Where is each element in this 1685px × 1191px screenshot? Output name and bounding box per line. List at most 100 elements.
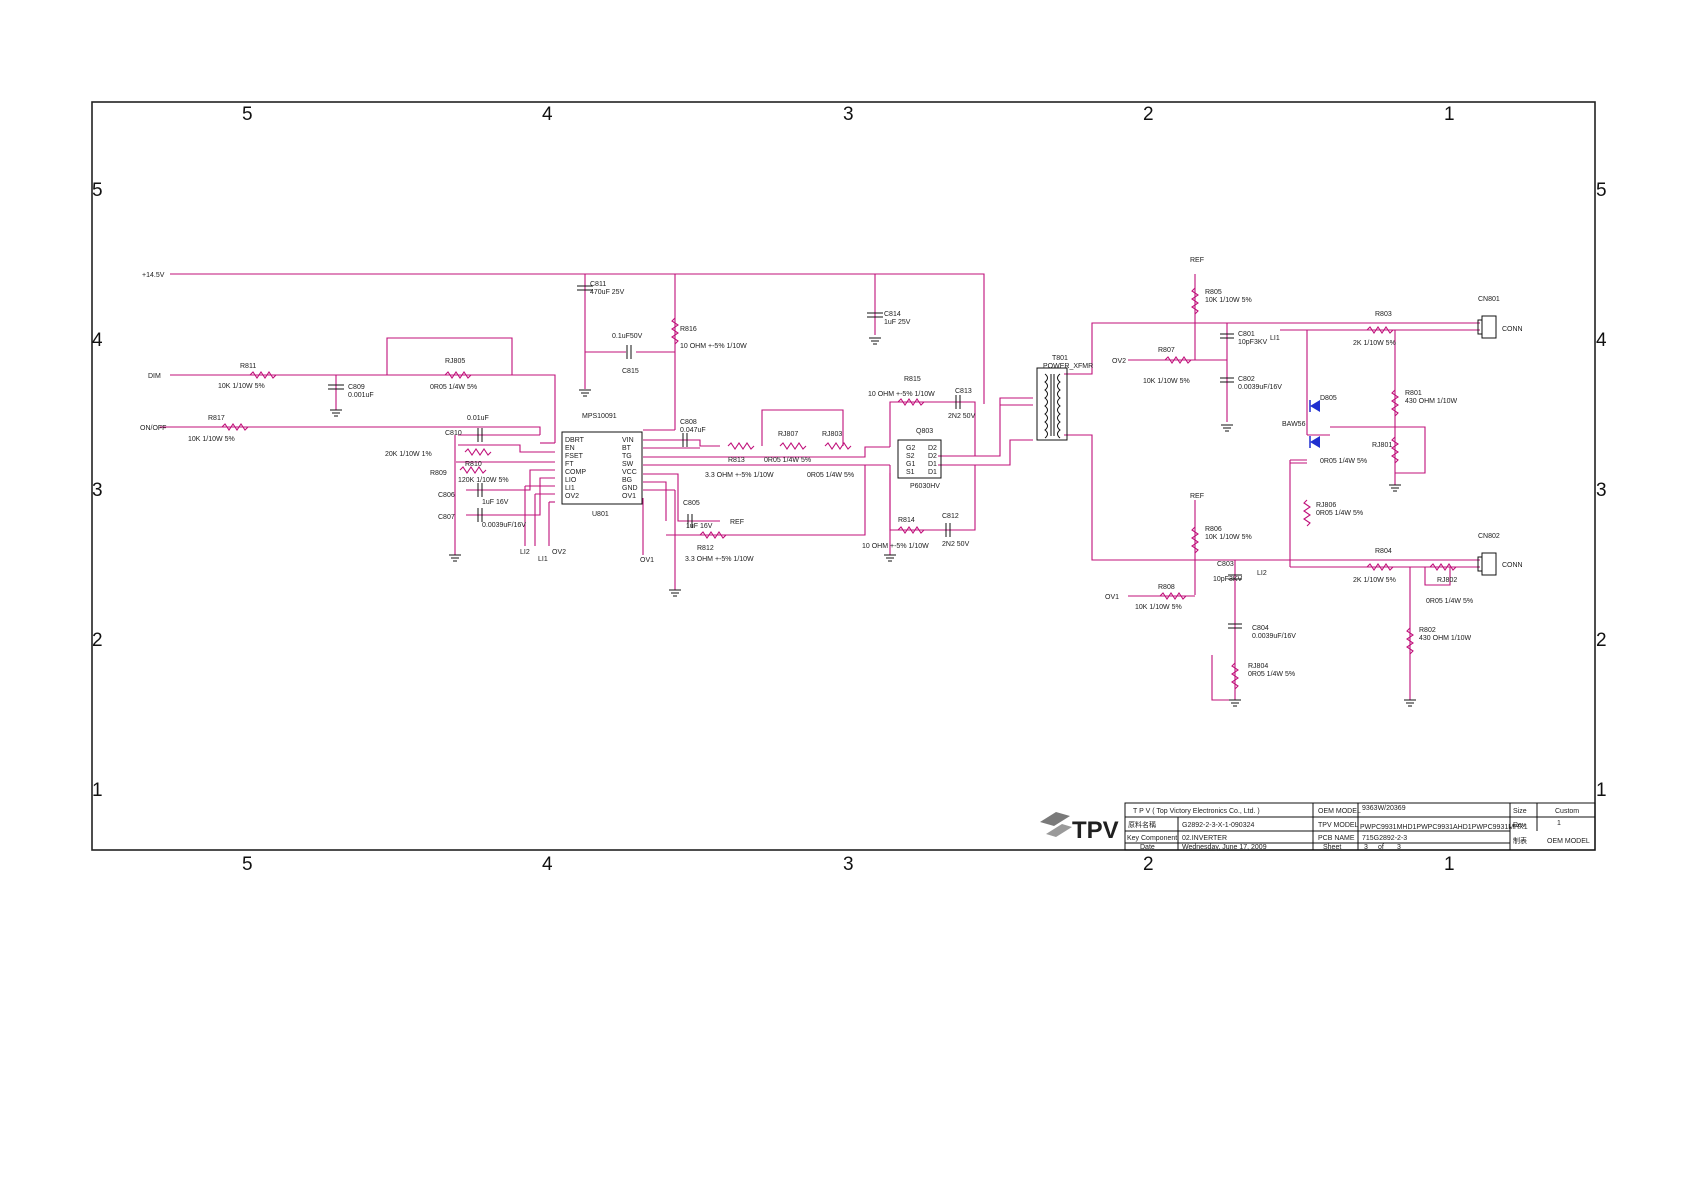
net-label-ov2-pin: OV2 xyxy=(552,549,566,556)
ref-c814: C814 xyxy=(884,311,901,318)
ref-c815: C815 xyxy=(622,368,639,375)
tb-rev-value: 1 xyxy=(1557,820,1561,827)
zone-col-top-3: 3 xyxy=(843,104,854,125)
tb-project-name-label: 原料名稱 xyxy=(1128,820,1156,829)
value-c809: 0.001uF xyxy=(348,392,374,399)
zone-row-right-4: 4 xyxy=(1596,330,1607,351)
ref-c809: C809 xyxy=(348,384,365,391)
value-c815: 0.1uF50V xyxy=(612,333,643,340)
connector-cn802 xyxy=(1477,552,1497,576)
value-rj805: 0R05 1/4W 5% xyxy=(430,384,477,391)
ground-symbol xyxy=(869,337,881,345)
u801-pin-bt: BT xyxy=(622,445,632,452)
resistor-rj804 xyxy=(1231,662,1239,690)
connector-cn801 xyxy=(1477,315,1497,339)
ref-rj803: RJ803 xyxy=(822,431,842,438)
tb-pcb-name-label: PCB NAME xyxy=(1318,835,1355,842)
schematic-wires xyxy=(160,273,1480,701)
value-r814: 10 OHM +-5% 1/10W xyxy=(862,543,929,550)
ref-r809: R809 xyxy=(430,470,447,477)
resistor-r810 xyxy=(464,448,492,456)
ref-rj807: RJ807 xyxy=(778,431,798,438)
value-c805: 1uF 16V xyxy=(686,523,713,530)
net-label-ref-top: REF xyxy=(1190,257,1204,264)
q803-pin-d2b: D2 xyxy=(928,453,937,460)
u801-pin-en: EN xyxy=(565,445,575,452)
ref-cn801: CN801 xyxy=(1478,296,1500,303)
ref-c810: C810 xyxy=(445,430,462,437)
net-label-conn2: CONN xyxy=(1502,562,1523,569)
value-rj806: 0R05 1/4W 5% xyxy=(1316,510,1363,517)
resistor-r803 xyxy=(1366,326,1394,334)
value-t801: POWER_XFMR xyxy=(1043,363,1093,370)
value-rj803: 0R05 1/4W 5% xyxy=(807,472,854,479)
ref-c807: C807 xyxy=(438,514,455,521)
resistor-r806 xyxy=(1191,526,1199,554)
title-block: TPV T P V ( Top Victory Electronics Co.,… xyxy=(1040,802,1596,851)
ref-r807: R807 xyxy=(1158,347,1175,354)
net-label-ov2-in: OV2 xyxy=(1112,358,1126,365)
ref-c813: C813 xyxy=(955,388,972,395)
resistor-rj806 xyxy=(1303,499,1311,527)
value-rj802: 0R05 1/4W 5% xyxy=(1426,598,1473,605)
tb-tpv-model-label: TPV MODEL xyxy=(1318,822,1359,829)
ground-symbol xyxy=(1229,699,1241,707)
net-label-ref-mid: REF xyxy=(1190,493,1204,500)
u801-pin-li1: LI1 xyxy=(565,485,575,492)
value-r810: 20K 1/10W 1% xyxy=(385,451,432,458)
ref-r802: R802 xyxy=(1419,627,1436,634)
zone-col-top-2: 2 xyxy=(1143,104,1154,125)
ref-r801: R801 xyxy=(1405,390,1422,397)
capacitor-c807 xyxy=(477,508,483,522)
ref-r808: R808 xyxy=(1158,584,1175,591)
tb-key-component-label: Key Component xyxy=(1127,835,1177,842)
value-rj807: 0R05 1/4W 5% xyxy=(764,457,811,464)
value-c806: 1uF 16V xyxy=(482,499,509,506)
q803-pin-d1a: D1 xyxy=(928,461,937,468)
ground-symbol xyxy=(579,389,591,397)
component-labels: C811 470uF 25V C814 1uF 25V 0.1uF50V C81… xyxy=(188,281,1500,678)
ref-c805: C805 xyxy=(683,500,700,507)
ref-rj804: RJ804 xyxy=(1248,663,1268,670)
ref-r806: R806 xyxy=(1205,526,1222,533)
zone-col-top-4: 4 xyxy=(542,104,553,125)
ref-c811: C811 xyxy=(590,281,606,288)
resistor-rj805 xyxy=(444,371,472,379)
capacitor-c809 xyxy=(328,384,344,390)
capacitor-c814 xyxy=(867,312,883,318)
component-symbols xyxy=(221,285,1497,707)
ref-rj802: RJ802 xyxy=(1437,577,1457,584)
value-c804: 0.0039uF/16V xyxy=(1252,633,1296,640)
value-r804: 2K 1/10W 5% xyxy=(1353,577,1396,584)
q803-pin-g2: G2 xyxy=(906,445,915,452)
capacitor-c806 xyxy=(477,483,483,497)
ref-q803: Q803 xyxy=(916,428,933,435)
resistor-r801 xyxy=(1391,389,1399,417)
u801-pin-vin: VIN xyxy=(622,437,634,444)
ref-rj806: RJ806 xyxy=(1316,502,1336,509)
value-r805: 10K 1/10W 5% xyxy=(1205,297,1252,304)
net-label-14-5v: +14.5V xyxy=(142,272,165,279)
value-c802: 0.0039uF/16V xyxy=(1238,384,1282,391)
resistor-r815 xyxy=(897,398,925,406)
diode-d805 xyxy=(1309,400,1320,448)
tb-date-label: Date xyxy=(1140,844,1155,851)
value-r817: 10K 1/10W 5% xyxy=(188,436,235,443)
resistor-r813 xyxy=(727,442,755,450)
ref-r804: R804 xyxy=(1375,548,1392,555)
capacitor-c801 xyxy=(1220,333,1234,339)
ground-symbol xyxy=(669,589,681,597)
capacitor-c810 xyxy=(477,428,483,442)
ground-symbol xyxy=(1404,699,1416,707)
value-c811: 470uF 25V xyxy=(590,289,625,296)
value-r807: 10K 1/10W 5% xyxy=(1143,378,1190,385)
value-c810: 0.01uF xyxy=(467,415,489,422)
tb-sheet-label: Sheet xyxy=(1323,844,1341,851)
net-label-dim: DIM xyxy=(148,373,161,380)
capacitor-c813 xyxy=(955,395,961,409)
ref-r814: R814 xyxy=(898,517,915,524)
ic-u801-body xyxy=(561,431,643,505)
zone-row-right-2: 2 xyxy=(1596,630,1607,651)
u801-pin-bg: BG xyxy=(622,477,632,484)
u801-pin-gnd: GND xyxy=(622,485,638,492)
